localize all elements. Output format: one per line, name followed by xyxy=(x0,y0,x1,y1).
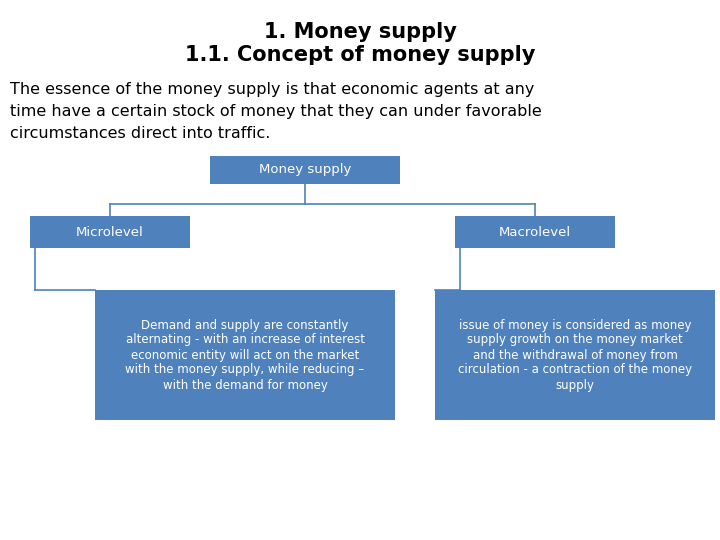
Text: Money supply: Money supply xyxy=(258,164,351,177)
Text: issue of money is considered as money
supply growth on the money market
and the : issue of money is considered as money su… xyxy=(458,319,692,392)
Text: Microlevel: Microlevel xyxy=(76,226,144,239)
FancyBboxPatch shape xyxy=(435,290,715,420)
Text: The essence of the money supply is that economic agents at any
time have a certa: The essence of the money supply is that … xyxy=(10,82,541,141)
FancyBboxPatch shape xyxy=(30,216,190,248)
FancyBboxPatch shape xyxy=(210,156,400,184)
Text: 1. Money supply: 1. Money supply xyxy=(264,22,456,42)
Text: Demand and supply are constantly
alternating - with an increase of interest
econ: Demand and supply are constantly alterna… xyxy=(125,319,364,392)
FancyBboxPatch shape xyxy=(455,216,615,248)
FancyBboxPatch shape xyxy=(95,290,395,420)
Text: 1.1. Concept of money supply: 1.1. Concept of money supply xyxy=(185,45,535,65)
Text: Macrolevel: Macrolevel xyxy=(499,226,571,239)
